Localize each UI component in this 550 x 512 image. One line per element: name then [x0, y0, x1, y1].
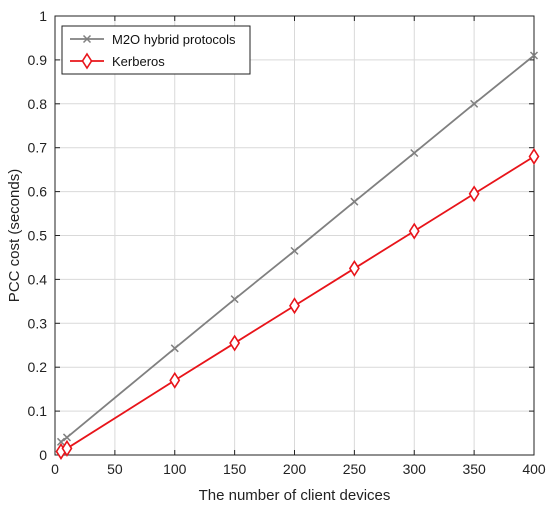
x-tick-label: 200 [283, 461, 307, 477]
data-point [468, 185, 480, 203]
data-point [408, 222, 420, 240]
legend-label: Kerberos [112, 54, 165, 69]
legend-label: M2O hybrid protocols [112, 32, 236, 47]
legend: M2O hybrid protocols Kerberos [61, 25, 251, 75]
y-tick-label: 0.8 [28, 96, 48, 112]
x-tick-label: 100 [163, 461, 187, 477]
y-tick-label: 0.2 [28, 359, 48, 375]
data-point [289, 297, 300, 315]
x-tick-label: 300 [403, 461, 427, 477]
y-tick-label: 0 [39, 447, 47, 463]
axes: 0 50 100 150 200 250 300 350 400 0 0.1 0.2 0.3 0.4 0.5… [28, 8, 546, 477]
y-tick-label: 0.1 [28, 403, 48, 419]
data-point [229, 334, 241, 352]
x-tick-label: 150 [223, 461, 247, 477]
legend-item: M2O hybrid protocols [70, 32, 236, 47]
x-tick-label: 50 [107, 461, 123, 477]
data-point [61, 439, 73, 457]
legend-items: M2O hybrid protocols Kerberos [70, 32, 236, 70]
y-tick-label: 0.9 [28, 52, 48, 68]
x-tick-label: 0 [51, 461, 59, 477]
data-point [170, 344, 179, 353]
y-tick-label: 0.3 [28, 315, 48, 331]
data-point [290, 246, 299, 255]
y-tick-label: 0.6 [28, 184, 48, 200]
series-1 [55, 148, 540, 460]
y-tick-label: 0.4 [28, 271, 48, 287]
legend-marker [81, 52, 93, 70]
y-axis-title: PCC cost (seconds) [6, 169, 23, 302]
data-point [169, 371, 181, 389]
series-0 [56, 51, 539, 446]
x-axis-title: The number of client devices [199, 487, 391, 504]
y-tick-label: 1 [39, 8, 47, 24]
y-tick-label: 0.5 [28, 228, 48, 244]
data-point [56, 437, 66, 446]
grid [54, 15, 535, 456]
y-tick-label: 0.7 [28, 140, 48, 156]
x-tick-label: 250 [343, 461, 367, 477]
legend-marker [82, 34, 92, 44]
x-tick-label: 350 [462, 461, 486, 477]
data-point [62, 433, 72, 442]
data-point [528, 148, 540, 165]
data-point [410, 148, 419, 157]
series-layer [55, 51, 540, 460]
data-point [470, 99, 479, 108]
x-tick-label: 400 [522, 461, 546, 477]
legend-box [61, 25, 251, 75]
data-point [529, 51, 539, 60]
data-point [350, 197, 359, 206]
data-point [348, 259, 360, 277]
data-point [230, 295, 239, 304]
legend-item: Kerberos [70, 52, 165, 70]
